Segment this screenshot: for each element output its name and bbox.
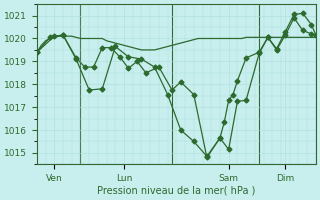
X-axis label: Pression niveau de la mer( hPa ): Pression niveau de la mer( hPa ) xyxy=(97,186,256,196)
